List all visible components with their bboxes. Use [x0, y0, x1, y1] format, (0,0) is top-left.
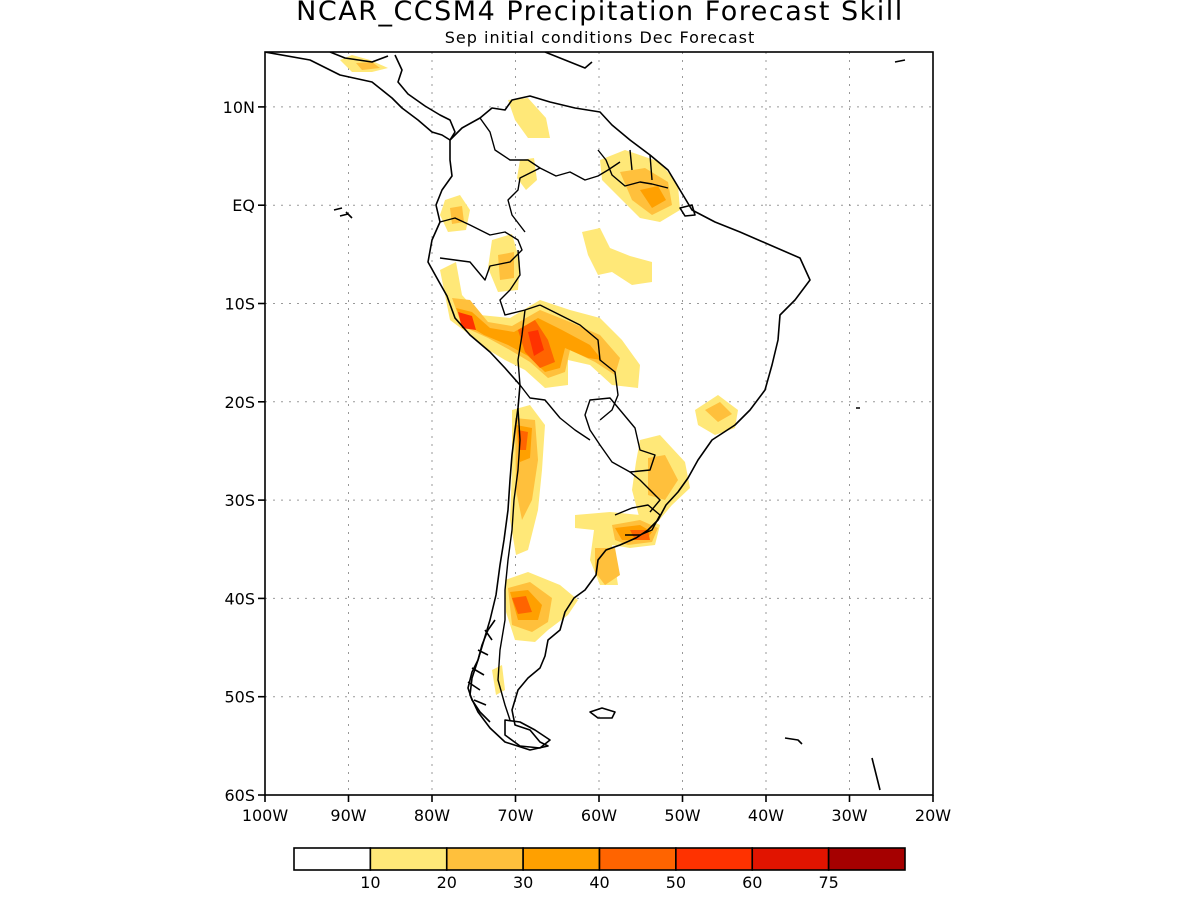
border-peru-bolivia-chile — [517, 309, 591, 441]
coastline-central-america — [265, 52, 456, 141]
border-venezuela-brazil — [539, 161, 621, 181]
lat-tick-label: 40S — [224, 589, 255, 608]
border-guianas — [597, 149, 669, 189]
colorbar-label: 10 — [360, 873, 380, 892]
skill-patch-bolivia-peak — [528, 330, 544, 356]
colorbar-label: 50 — [666, 873, 686, 892]
map-title: NCAR_CCSM4 Precipitation Forecast Skill — [296, 0, 904, 27]
colorbar-swatch — [445, 847, 524, 871]
coastline-marajo — [679, 204, 696, 217]
skill-patch-buenos-aires — [595, 548, 620, 585]
map-frame — [264, 51, 934, 796]
coastline-tierra-del-fuego — [504, 719, 551, 749]
coastlines — [265, 52, 906, 791]
lon-tick-label: 50W — [664, 806, 700, 825]
coastline-sandwich — [871, 757, 881, 791]
skill-patch-central-america-core — [356, 62, 380, 70]
colorbar-label: 30 — [513, 873, 533, 892]
colorbar-label: 75 — [818, 873, 838, 892]
map-subtitle: Sep initial conditions Dec Forecast — [444, 28, 756, 47]
lon-tick-label: 70W — [497, 806, 533, 825]
skill-patch-nw-argentina-core — [518, 430, 528, 450]
colorbar-label: 60 — [742, 873, 762, 892]
lat-tick-label: 50S — [224, 688, 255, 707]
national-borders — [439, 117, 669, 721]
lat-tick-label: 10N — [223, 98, 255, 117]
lat-tick-label: 60S — [224, 786, 255, 805]
lat-tick-label: EQ — [232, 196, 255, 215]
colorbar-swatch — [598, 847, 677, 871]
lon-tick-label: 100W — [242, 806, 289, 825]
colorbar: 10 20 30 40 50 60 75 — [293, 847, 906, 892]
skill-patch-venezuela — [508, 98, 550, 138]
coastline-falklands — [589, 707, 616, 719]
border-uruguay — [614, 504, 661, 536]
coastline-chile-fjords — [467, 619, 496, 723]
skill-patch-ecuador-core — [450, 206, 464, 224]
coastline-south-america — [427, 95, 811, 751]
skill-patch-eastern-brazil-core — [705, 402, 732, 422]
colorbar-label: 40 — [589, 873, 609, 892]
lat-tick-label: 30S — [224, 491, 255, 510]
border-paraguay — [584, 397, 656, 473]
colorbar-swatch — [751, 847, 830, 871]
colorbar-swatch — [293, 847, 372, 871]
skill-patch-guianas-core — [640, 186, 666, 208]
skill-patch-central-amazon — [582, 228, 652, 285]
lon-tick-label: 20W — [915, 806, 951, 825]
lon-tick-label: 30W — [831, 806, 867, 825]
gridlines — [265, 52, 933, 795]
coastline-south-georgia — [784, 737, 803, 745]
border-colombia-ecuador-peru — [439, 217, 523, 281]
lon-tick-label: 80W — [414, 806, 450, 825]
coastline-yucatan — [329, 52, 389, 63]
skill-patch-western-amazon-core — [498, 252, 514, 280]
lon-axis: 100W 90W 80W 70W 60W 50W 40W 30W 20W — [242, 795, 951, 825]
skill-shading — [340, 55, 738, 695]
lon-tick-label: 40W — [748, 806, 784, 825]
lon-tick-label: 90W — [330, 806, 366, 825]
colorbar-swatch — [369, 847, 448, 871]
lat-tick-label: 10S — [224, 295, 255, 314]
skill-patch-patagonia-core — [512, 596, 532, 614]
colorbar-swatch — [675, 847, 754, 871]
coastline-galapagos — [333, 207, 353, 219]
lat-tick-label: 20S — [224, 393, 255, 412]
colorbar-label: 20 — [437, 873, 457, 892]
border-bolivia-brazil — [539, 304, 619, 421]
skill-patch-south-brazil-mid — [648, 455, 678, 500]
coastline-cuba — [544, 52, 593, 69]
border-argentina-chile — [497, 407, 521, 721]
border-argentina-brazil — [629, 471, 661, 513]
coastline-small-islands-east — [856, 59, 906, 409]
colorbar-swatch — [827, 847, 906, 871]
lon-tick-label: 60W — [581, 806, 617, 825]
lat-axis: 10N EQ 10S 20S 30S 40S 50S 60S — [223, 98, 265, 805]
colorbar-swatch — [522, 847, 601, 871]
